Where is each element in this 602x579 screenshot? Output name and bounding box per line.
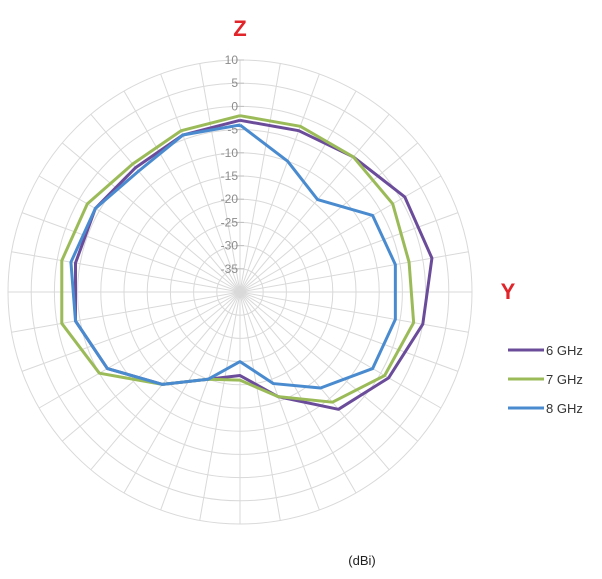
grid-spoke [90,113,241,293]
grid-spoke [21,212,241,293]
grid-spoke [11,291,241,333]
series-line-6-ghz [74,118,434,411]
grid-spoke [239,73,320,293]
grid-spoke [239,142,419,293]
grid-spoke [239,291,320,511]
grid-spoke [239,291,357,494]
grid-spoke [239,291,390,471]
grid-spoke [61,291,241,442]
grid-spoke [239,291,442,409]
unit-label: (dBi) [348,553,375,568]
grid-spoke [199,63,241,293]
series-line-7-ghz [60,114,416,404]
grid-spoke [239,291,459,372]
grid-spoke [123,90,241,293]
grid-spoke [90,291,241,471]
grid-spoke [38,291,241,409]
radial-tick-label: -20 [221,192,239,206]
legend-label: 6 GHz [546,343,583,358]
radial-tick-label: 0 [231,99,238,113]
grid-spoke [239,113,390,293]
radial-tick-label: -15 [221,169,239,183]
legend-label: 8 GHz [546,401,583,416]
polar-grid [7,59,473,525]
grid-spoke [239,212,459,293]
radial-tick-label: -30 [221,239,239,253]
grid-spoke [239,90,357,293]
z-axis-label: Z [233,16,246,41]
radial-tick-label: -5 [227,123,238,137]
grid-spoke [199,291,241,521]
radial-tick-label: -25 [221,215,239,229]
grid-spoke [61,142,241,293]
grid-spoke [160,73,241,293]
radial-tick-label: 5 [231,76,238,90]
grid-spoke [239,63,281,293]
radial-tick-label: -35 [221,262,239,276]
grid-spoke [21,291,241,372]
grid-spoke [239,291,469,333]
radial-tick-label: -10 [221,146,239,160]
grid-spoke [123,291,241,494]
grid-spoke [11,251,241,293]
series-lines [60,114,434,411]
radial-tick-labels: 10 5 0 -5 -10 -15 -20 -25 -30 -35 [221,53,239,276]
legend-label: 7 GHz [546,372,583,387]
series-line-8-ghz [69,123,397,390]
grid-spoke [239,175,442,293]
grid-spoke [239,291,281,521]
grid-spoke [239,291,419,442]
legend: 6 GHz 7 GHz 8 GHz [508,343,583,416]
y-axis-label: Y [501,279,516,304]
grid-spoke [38,175,241,293]
radial-tick-label: 10 [225,53,239,67]
grid-spoke [160,291,241,511]
